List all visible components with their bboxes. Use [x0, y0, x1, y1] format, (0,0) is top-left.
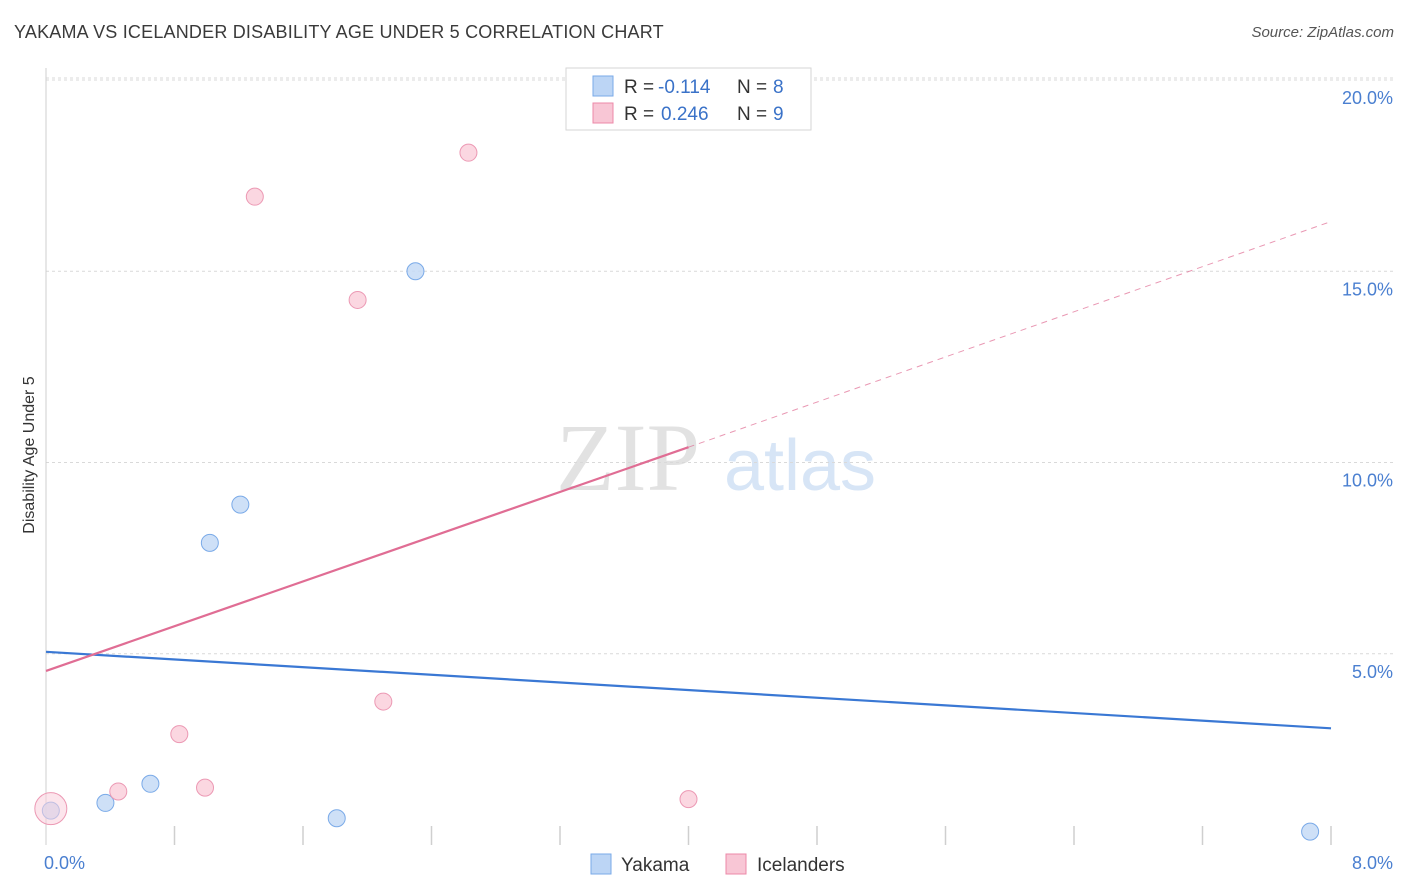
x-tick-label-min: 0.0% — [44, 853, 85, 873]
watermark-zip: ZIP — [556, 404, 700, 511]
legend-r-label-yakama: R = — [624, 77, 654, 98]
bottom-legend-swatch-yakama — [590, 853, 612, 875]
yakama-point-4 — [231, 495, 250, 514]
icelanders-point-1 — [109, 782, 128, 801]
trend-line-yakama — [45, 650, 1332, 730]
bottom-legend: Yakama Icelanders — [590, 853, 845, 876]
icelanders-point-7 — [459, 143, 478, 162]
yakama-point-7 — [1301, 822, 1320, 841]
y-tick-label-3: 20.0% — [1342, 88, 1393, 108]
legend-n-yakama: 8 — [773, 77, 784, 98]
yakama-point-6 — [327, 809, 346, 828]
legend-r-label-icelanders: R = — [624, 104, 654, 125]
x-tick-label-max: 8.0% — [1352, 853, 1393, 873]
trend-extension-icelanders — [688, 221, 1332, 448]
yakama-point-5 — [406, 262, 425, 281]
legend-swatch-icelanders — [592, 102, 614, 124]
watermark-atlas: atlas — [724, 426, 876, 506]
icelanders-point-0 — [34, 792, 68, 826]
yakama-point-2 — [141, 774, 160, 793]
icelanders-point-5 — [348, 290, 367, 309]
bottom-legend-yakama: Yakama — [621, 855, 690, 876]
y-tick-label-2: 15.0% — [1342, 279, 1393, 299]
icelanders-point-6 — [374, 692, 393, 711]
yakama-point-3 — [200, 533, 219, 552]
bottom-legend-swatch-icelanders — [725, 853, 747, 875]
legend-n-icelanders: 9 — [773, 104, 784, 125]
source-label: Source: ZipAtlas.com — [1251, 24, 1394, 41]
icelanders-point-2 — [170, 725, 189, 744]
bottom-legend-icelanders: Icelanders — [757, 855, 845, 876]
trend-line-icelanders — [45, 446, 689, 673]
icelanders-point-4 — [245, 187, 264, 206]
icelanders-point-3 — [196, 778, 215, 797]
chart-title: YAKAMA VS ICELANDER DISABILITY AGE UNDER… — [14, 22, 664, 42]
y-tick-label-0: 5.0% — [1352, 662, 1393, 682]
legend: R = -0.114 N = 8 R = 0.246 N = 9 — [565, 67, 812, 131]
legend-n-label-yakama: N = — [737, 77, 767, 98]
legend-r-icelanders: 0.246 — [661, 104, 709, 125]
y-axis-label: Disability Age Under 5 — [21, 376, 38, 534]
legend-swatch-yakama — [592, 75, 614, 97]
legend-r-yakama: -0.114 — [658, 77, 711, 98]
icelanders-point-8 — [679, 790, 698, 809]
yakama-point-1 — [96, 793, 115, 812]
y-tick-label-1: 10.0% — [1342, 471, 1393, 491]
legend-n-label-icelanders: N = — [737, 104, 767, 125]
